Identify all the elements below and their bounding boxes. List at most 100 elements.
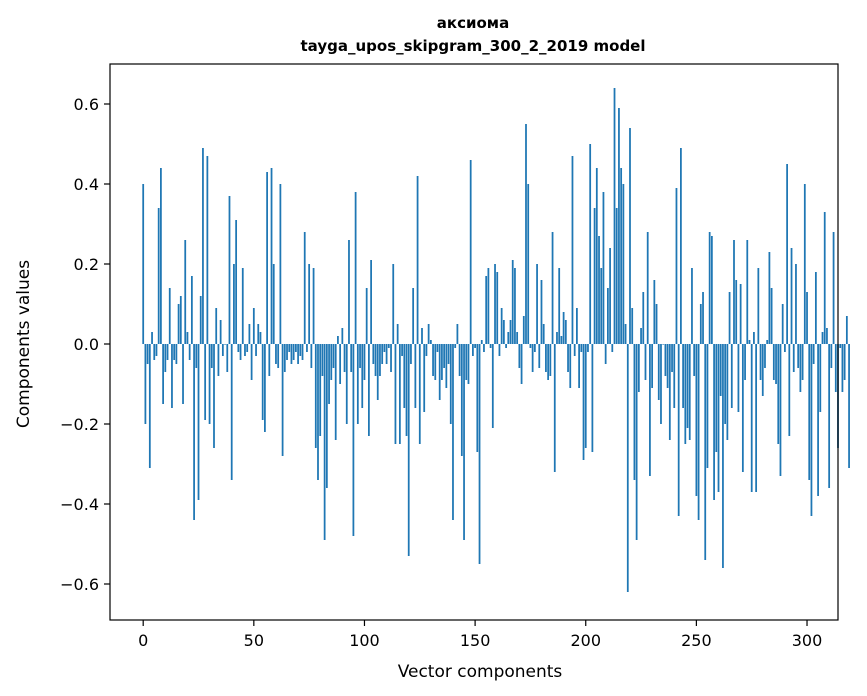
x-tick-label: 250 bbox=[681, 631, 712, 650]
bar-142 bbox=[456, 324, 459, 344]
bar-318 bbox=[845, 316, 848, 344]
bar-80 bbox=[319, 344, 322, 436]
bar-137 bbox=[445, 344, 448, 388]
bar-173 bbox=[525, 124, 527, 344]
bar-182 bbox=[545, 344, 547, 372]
bar-135 bbox=[441, 344, 443, 380]
bar-291 bbox=[786, 164, 788, 344]
bar-121 bbox=[410, 344, 412, 364]
bar-276 bbox=[753, 332, 755, 344]
bar-156 bbox=[487, 268, 490, 344]
bar-21 bbox=[188, 344, 191, 360]
bar-125 bbox=[418, 344, 421, 444]
bar-234 bbox=[660, 344, 662, 424]
bar-240 bbox=[673, 344, 676, 408]
bar-204 bbox=[593, 208, 596, 344]
bar-257 bbox=[710, 236, 713, 344]
bar-254 bbox=[704, 344, 707, 560]
bar-195 bbox=[573, 344, 576, 356]
bar-310 bbox=[828, 344, 831, 488]
bar-194 bbox=[571, 156, 574, 344]
bar-266 bbox=[730, 344, 733, 408]
bar-25 bbox=[197, 344, 200, 500]
bar-123 bbox=[414, 344, 417, 408]
bar-58 bbox=[270, 168, 273, 344]
bar-86 bbox=[332, 344, 335, 368]
bar-256 bbox=[708, 232, 711, 344]
bar-280 bbox=[761, 344, 764, 396]
bar-144 bbox=[460, 344, 463, 456]
bar-222 bbox=[633, 344, 636, 480]
bars-group bbox=[142, 88, 850, 592]
bar-157 bbox=[489, 344, 492, 348]
bar-235 bbox=[662, 344, 665, 345]
bar-42 bbox=[235, 220, 238, 344]
bar-245 bbox=[684, 344, 687, 444]
bar-104 bbox=[372, 344, 375, 364]
bar-261 bbox=[719, 344, 722, 396]
bar-68 bbox=[292, 344, 295, 360]
bar-155 bbox=[485, 276, 488, 344]
bar-282 bbox=[766, 340, 769, 344]
bar-284 bbox=[770, 288, 773, 344]
bar-33 bbox=[215, 308, 218, 344]
bar-112 bbox=[390, 344, 392, 372]
bar-277 bbox=[755, 344, 758, 492]
bar-106 bbox=[376, 344, 379, 400]
bar-296 bbox=[797, 344, 800, 368]
bar-19 bbox=[184, 240, 187, 344]
bar-309 bbox=[826, 328, 828, 344]
bar-208 bbox=[602, 192, 605, 344]
bar-64 bbox=[283, 344, 286, 372]
bar-154 bbox=[483, 344, 485, 352]
bar-239 bbox=[671, 344, 673, 372]
bar-220 bbox=[629, 128, 631, 344]
bar-243 bbox=[680, 148, 682, 344]
bar-6 bbox=[155, 344, 158, 356]
bar-150 bbox=[474, 344, 476, 348]
bar-237 bbox=[666, 344, 669, 388]
bar-312 bbox=[832, 232, 835, 344]
bar-219 bbox=[626, 344, 629, 592]
y-tick-label: 0.6 bbox=[74, 95, 99, 114]
y-axis: −0.6 −0.4 −0.2 0.0 0.2 0.4 0.6 bbox=[60, 95, 110, 594]
bar-294 bbox=[792, 344, 795, 372]
bar-126 bbox=[421, 328, 423, 344]
bar-197 bbox=[578, 344, 580, 388]
bar-299 bbox=[803, 184, 806, 344]
bar-168 bbox=[514, 268, 516, 344]
bar-179 bbox=[538, 344, 541, 368]
bar-29 bbox=[206, 156, 209, 344]
bar-110 bbox=[385, 344, 388, 364]
bar-292 bbox=[788, 344, 791, 436]
bar-99 bbox=[361, 344, 364, 408]
x-tick-label: 150 bbox=[460, 631, 491, 650]
bar-160 bbox=[496, 272, 499, 344]
bar-153 bbox=[480, 340, 483, 344]
bar-65 bbox=[286, 344, 288, 360]
bar-283 bbox=[768, 252, 771, 344]
bar-128 bbox=[425, 344, 428, 356]
bar-36 bbox=[221, 344, 224, 356]
bar-307 bbox=[821, 332, 824, 344]
bar-229 bbox=[649, 344, 651, 476]
bar-55 bbox=[264, 344, 266, 432]
bar-301 bbox=[808, 344, 811, 480]
bar-302 bbox=[810, 344, 813, 516]
bar-138 bbox=[447, 344, 450, 364]
bar-242 bbox=[677, 344, 680, 516]
bar-115 bbox=[396, 324, 399, 344]
bar-216 bbox=[620, 168, 623, 344]
bar-303 bbox=[812, 344, 815, 364]
bar-184 bbox=[549, 344, 552, 376]
bar-152 bbox=[478, 344, 481, 564]
bar-199 bbox=[582, 344, 585, 460]
bar-259 bbox=[715, 344, 718, 452]
bar-77 bbox=[312, 268, 315, 344]
bar-288 bbox=[779, 344, 782, 476]
bar-151 bbox=[476, 344, 479, 452]
bar-316 bbox=[841, 344, 844, 392]
bar-252 bbox=[699, 304, 702, 344]
bar-140 bbox=[452, 344, 454, 520]
